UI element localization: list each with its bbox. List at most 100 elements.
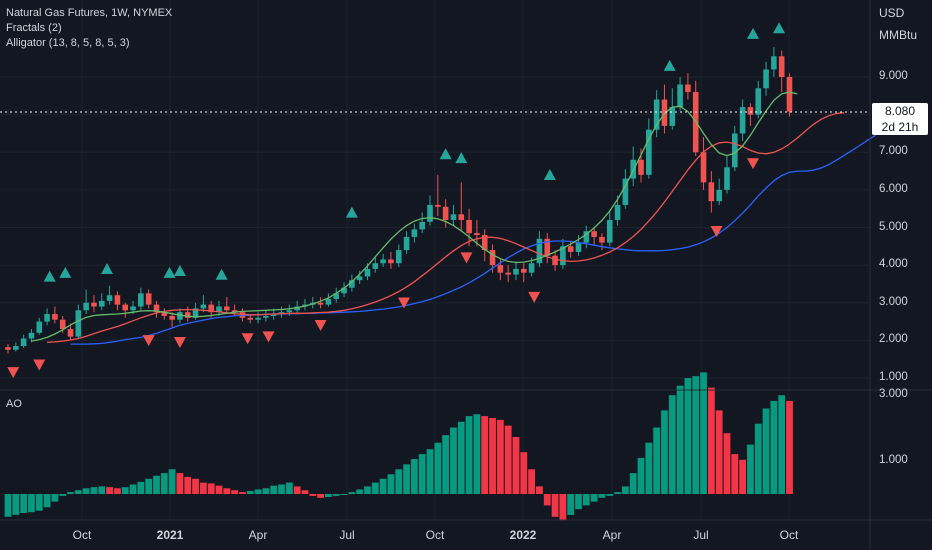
candle-body (614, 204, 621, 220)
candle-body (669, 107, 676, 126)
ao-bar (637, 457, 645, 494)
candle-body (364, 268, 371, 277)
candle-body (52, 314, 58, 320)
candle-body (247, 317, 254, 320)
ao-bar (114, 488, 121, 494)
candle-body (474, 233, 480, 236)
ao-bar (199, 482, 207, 494)
time-tick-label: Oct (425, 528, 445, 542)
time-tick-label: Apr (248, 528, 268, 542)
fractal-down-marker (747, 158, 760, 170)
ao-bar (184, 476, 192, 494)
fractal-up-marker (773, 22, 786, 34)
candle-body (724, 167, 730, 190)
ao-bar (754, 423, 762, 494)
ao-bar (106, 487, 113, 494)
price-tick-label: 5.000 (879, 220, 908, 233)
candle-body (184, 312, 191, 318)
ao-bar (598, 494, 606, 498)
candle-body (520, 268, 527, 273)
ao-bar (684, 378, 692, 494)
fractal-up-marker (43, 270, 56, 282)
bar-countdown: 2d 21h (881, 120, 919, 134)
fractal-down-marker (460, 252, 473, 264)
price-tick-label: 7.000 (879, 145, 908, 158)
candle-body (114, 295, 121, 305)
fractal-up-marker (345, 206, 358, 218)
ao-bar (325, 494, 332, 498)
fractal-down-marker (33, 359, 46, 371)
ao-bar (692, 376, 700, 494)
candle-body (567, 246, 574, 252)
ao-bar (606, 494, 614, 496)
candle-body (575, 242, 582, 252)
ao-bar (629, 473, 637, 494)
candle-body (325, 298, 332, 305)
time-tick-label: 2021 (156, 528, 184, 542)
ao-bar (364, 486, 371, 494)
ao-bar (457, 421, 465, 494)
ao-bar (309, 494, 317, 496)
fractal-up-marker (747, 27, 760, 39)
candle-body (685, 84, 691, 93)
ao-bar (442, 435, 450, 494)
ao-bar (137, 481, 145, 494)
candle-body (747, 107, 754, 115)
ao-bar (520, 452, 528, 494)
candle-body (763, 69, 769, 89)
last-price-badge: 8.080 2d 21h (872, 103, 928, 135)
ao-bar (621, 486, 629, 494)
ao-bar (207, 483, 215, 494)
candle-body (638, 159, 644, 175)
ao-indicator-label[interactable]: AO (6, 398, 22, 410)
alligator-indicator-label[interactable]: Alligator (13, 8, 5, 8, 5, 3) (6, 37, 130, 49)
ao-bar (543, 494, 551, 506)
candle-body (333, 293, 340, 299)
candle-body (44, 314, 50, 322)
ao-bar (4, 494, 12, 517)
price-tick-label: 4.000 (879, 258, 908, 271)
fractals-indicator-label[interactable]: Fractals (2) (6, 22, 62, 34)
ao-bar (653, 427, 661, 494)
candle-body (5, 347, 11, 350)
ao-bar (67, 492, 74, 494)
candle-body (630, 159, 636, 179)
fractal-down-marker (397, 297, 410, 309)
ao-bar (168, 469, 176, 494)
ao-bar (379, 478, 387, 494)
alligator-lips-line (31, 91, 798, 342)
ao-bar (278, 484, 285, 494)
ao-bar (434, 442, 442, 494)
candle-body (83, 302, 89, 311)
candle-body (731, 133, 738, 168)
candle-body (778, 56, 785, 77)
ao-bar (340, 494, 348, 495)
ao-tick-label: 3.000 (879, 388, 908, 400)
ao-bar (35, 494, 43, 511)
candle-body (653, 99, 660, 130)
ao-bar (551, 494, 559, 517)
candle-body (419, 221, 425, 230)
symbol-title[interactable]: Natural Gas Futures, 1W, NYMEX (6, 7, 173, 19)
ao-bar (215, 485, 223, 494)
gridlines (0, 0, 870, 520)
time-tick-label: Jul (339, 528, 355, 542)
fractal-down-marker (241, 333, 254, 345)
candle-body (192, 308, 199, 318)
candle-body (216, 306, 222, 313)
candle-body (786, 77, 793, 112)
candle-body (36, 321, 43, 333)
ao-bar (371, 482, 379, 494)
ao-bar (285, 482, 293, 494)
ao-bar (668, 395, 676, 494)
candle-body (544, 238, 551, 256)
time-tick-label: 2022 (509, 528, 537, 542)
candle-body (700, 152, 707, 183)
ao-bar (770, 400, 778, 494)
ao-bar (20, 494, 28, 513)
candle-body (224, 306, 230, 311)
candle-body (106, 295, 113, 301)
alligator-lines (31, 91, 876, 345)
price-tick-label: 9.000 (879, 70, 908, 82)
